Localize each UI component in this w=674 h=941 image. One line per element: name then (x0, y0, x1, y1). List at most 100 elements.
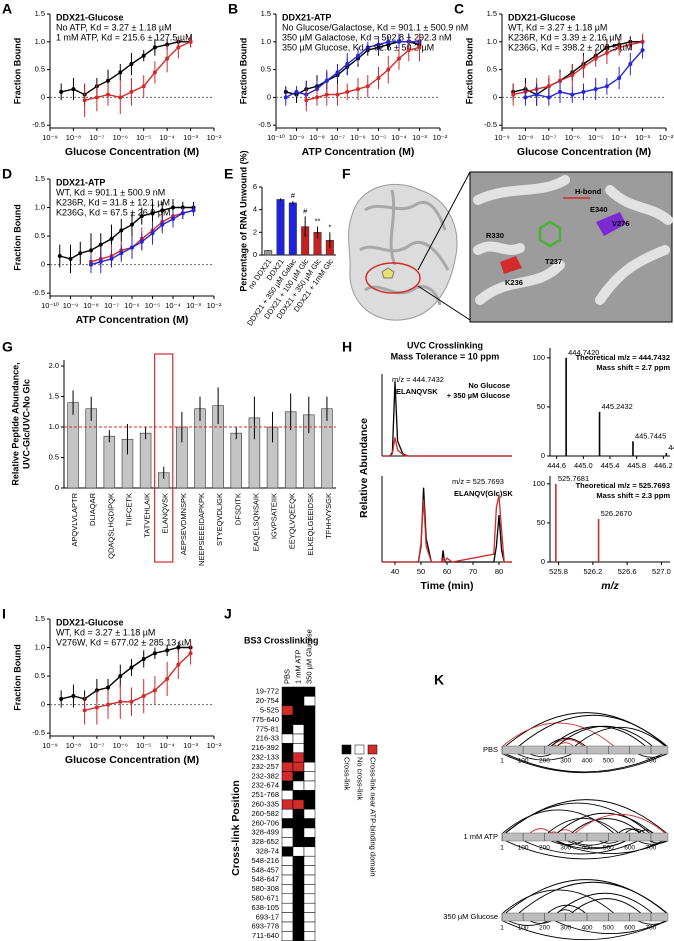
data-point (129, 665, 134, 670)
cell (303, 874, 316, 885)
cell (303, 921, 316, 932)
x-tick-label: 10⁻⁴ (165, 301, 181, 310)
x-tick-label: 10⁻⁵ (588, 133, 603, 142)
data-point (345, 89, 350, 94)
cell (292, 808, 305, 819)
data-point (604, 84, 609, 89)
data-point (59, 89, 64, 94)
data-point (356, 53, 360, 58)
cell (281, 912, 294, 923)
data-point (57, 254, 62, 259)
cell (281, 771, 294, 782)
y-tick-label: 1.5 (35, 174, 45, 183)
legend-entry: No ATP, Kd = 3.27 ± 1.18 µM (56, 22, 172, 32)
cross-link-arc (502, 889, 614, 914)
x-tick-label: 100 (518, 925, 529, 932)
y-tick-label: -0.5 (32, 120, 45, 129)
panel-label: F (342, 166, 351, 182)
y-tick-label: 1.0 (487, 37, 497, 46)
y-tick-label: 0 (253, 250, 257, 259)
cell (281, 846, 294, 857)
x-tick-label: TFHHVYSGK (324, 493, 333, 539)
data-point (150, 231, 155, 236)
row-label: 775-640 (251, 715, 279, 724)
series-line (306, 46, 420, 101)
x-axis-label: Glucose Concentration (M) (517, 146, 651, 158)
cell (303, 761, 316, 772)
x-tick-label: 446.2 (654, 461, 673, 470)
cell (292, 837, 305, 848)
cell (292, 884, 305, 895)
x-tick-label: 10⁻⁵ (136, 133, 151, 142)
significance-label: ** (315, 217, 321, 226)
annotation: Theoretical m/z = 525.7693 (576, 481, 670, 490)
y-tick-label: 1.0 (35, 643, 45, 652)
x-tick-label: 500 (603, 925, 614, 932)
x-tick-label: 10⁻⁸ (66, 133, 81, 142)
data-point (604, 50, 609, 55)
bar (276, 199, 285, 256)
bar (230, 432, 243, 489)
cross-link-arc (505, 802, 650, 834)
data-point (141, 656, 146, 661)
x-axis-label: Glucose Concentration (M) (65, 754, 199, 766)
x-tick-label: 10⁻⁸ (83, 301, 98, 310)
cell (281, 790, 294, 801)
cell (292, 696, 305, 707)
x-tick-label: 444.6 (547, 461, 566, 470)
cross-link-arc (555, 920, 666, 934)
legend-entry: K236R, Kd = 3.39 ± 2.16 µM (508, 32, 622, 42)
row-label: 20-754 (256, 696, 279, 705)
data-point (335, 70, 340, 75)
cell (281, 921, 294, 932)
annotation: m/z = 444.7432 (392, 375, 444, 384)
x-tick-label: 10⁻⁸ (66, 741, 81, 750)
cross-link-arc (505, 840, 663, 860)
x-tick-label: 10⁻⁸ (309, 133, 324, 142)
data-point (129, 699, 134, 704)
data-point (176, 45, 181, 50)
cross-link-arc (571, 840, 609, 846)
legend-entry: No Glucose (468, 381, 510, 390)
x-tick-label: 10⁻³ (186, 301, 201, 310)
data-point (628, 42, 633, 47)
x-tick-label: 300 (560, 758, 571, 765)
data-point (593, 56, 598, 61)
data-point (188, 651, 193, 656)
data-point (581, 89, 586, 94)
data-point (71, 694, 76, 699)
x-tick-label: 10⁻⁵ (145, 301, 160, 310)
data-point (171, 216, 175, 221)
y-tick-label: 100 (532, 353, 545, 362)
y-axis-label: Percentage of RNA Unwound (%) (238, 150, 248, 291)
cell (281, 752, 294, 763)
cell (281, 705, 294, 716)
cross-link-arc (502, 920, 667, 941)
row-label: 328-74 (256, 846, 279, 855)
data-point (129, 62, 134, 67)
data-point (109, 256, 114, 261)
cell (292, 874, 305, 885)
cell (303, 686, 316, 697)
series-line (61, 41, 191, 96)
cross-link-arc (574, 814, 666, 834)
data-point (78, 251, 83, 256)
y-axis-label: Fraction Bound (464, 38, 474, 105)
y-tick-label: -0.5 (258, 120, 271, 129)
cell (281, 874, 294, 885)
data-point (570, 73, 575, 78)
cross-link-arc (508, 920, 548, 926)
data-point (356, 87, 360, 92)
data-point (130, 245, 134, 250)
cell (292, 686, 305, 697)
data-point (106, 702, 111, 707)
data-point (176, 662, 181, 667)
series-line (84, 41, 191, 101)
cell (281, 808, 294, 819)
cell (303, 808, 316, 819)
y-tick-label: 50 (537, 518, 545, 527)
data-point (593, 87, 598, 92)
data-point (324, 92, 329, 97)
cell (292, 902, 305, 913)
panel-label: C (454, 1, 464, 17)
